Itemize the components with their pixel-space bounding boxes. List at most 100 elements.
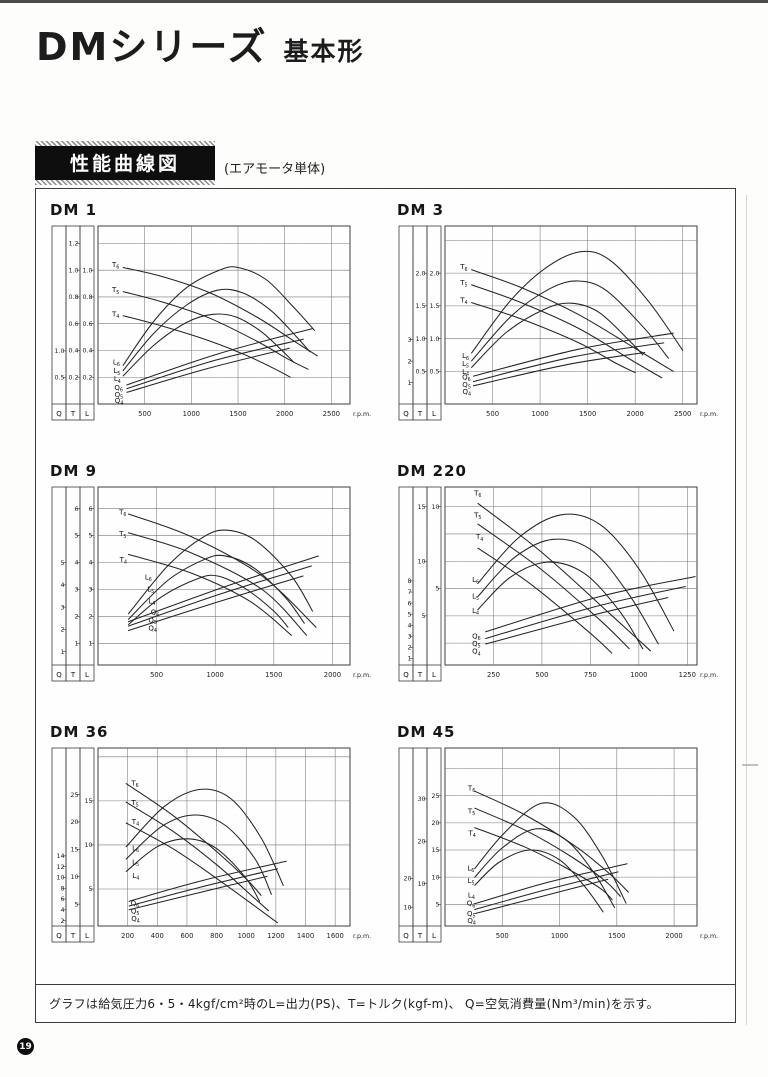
svg-text:1000: 1000 xyxy=(183,410,200,418)
svg-text:T5: T5 xyxy=(130,799,138,809)
svg-text:T5: T5 xyxy=(467,808,475,818)
chart-title-dm9: DM 9 xyxy=(50,462,98,480)
svg-text:L6: L6 xyxy=(145,573,152,583)
svg-text:Q: Q xyxy=(56,932,62,940)
svg-text:Q4: Q4 xyxy=(148,624,157,634)
svg-text:3: 3 xyxy=(407,337,411,344)
svg-text:250: 250 xyxy=(487,671,500,679)
svg-text:2: 2 xyxy=(407,358,411,365)
svg-text:2000: 2000 xyxy=(276,410,293,418)
svg-text:L4: L4 xyxy=(132,872,139,882)
svg-text:15: 15 xyxy=(70,847,78,854)
svg-text:2000: 2000 xyxy=(627,410,644,418)
svg-text:L: L xyxy=(432,671,436,679)
chart-panel-dm1: DM 1 0.5 1.0 Q 0.2 0.4 0.6 0.8 1.0 1.2 T 0.2 0.4 0.6… xyxy=(44,195,387,456)
svg-text:Q6: Q6 xyxy=(467,900,476,910)
svg-text:1: 1 xyxy=(74,641,78,648)
svg-text:2.0: 2.0 xyxy=(429,270,439,277)
svg-text:T5: T5 xyxy=(111,286,119,296)
svg-text:L6: L6 xyxy=(113,359,120,369)
charts-frame: DM 1 0.5 1.0 Q 0.2 0.4 0.6 0.8 1.0 1.2 T 0.2 0.4 0.6… xyxy=(35,188,736,1023)
svg-text:2: 2 xyxy=(74,614,78,621)
svg-text:2: 2 xyxy=(88,614,92,621)
svg-text:1.0: 1.0 xyxy=(429,336,439,343)
svg-text:1000: 1000 xyxy=(630,671,647,679)
section-header: 性能曲線図 xyxy=(35,141,215,185)
svg-text:Q: Q xyxy=(403,932,409,940)
svg-text:L: L xyxy=(432,410,436,418)
svg-text:L5: L5 xyxy=(472,592,479,602)
charts-grid: DM 1 0.5 1.0 Q 0.2 0.4 0.6 0.8 1.0 1.2 T 0.2 0.4 0.6… xyxy=(36,189,735,984)
svg-text:30: 30 xyxy=(417,796,425,803)
svg-text:6: 6 xyxy=(407,600,411,607)
svg-text:L5: L5 xyxy=(113,367,120,377)
svg-text:Q4: Q4 xyxy=(131,915,140,925)
svg-text:2: 2 xyxy=(407,645,411,652)
svg-text:Q4: Q4 xyxy=(467,917,476,927)
svg-text:1: 1 xyxy=(88,641,92,648)
svg-text:T: T xyxy=(70,410,76,418)
margin-mark xyxy=(742,764,758,766)
svg-text:2000: 2000 xyxy=(665,932,682,940)
svg-text:200: 200 xyxy=(121,932,134,940)
svg-text:20: 20 xyxy=(417,838,425,845)
svg-text:T5: T5 xyxy=(473,511,481,521)
svg-text:T4: T4 xyxy=(467,830,475,840)
svg-text:T: T xyxy=(417,410,423,418)
svg-text:20: 20 xyxy=(431,820,439,827)
svg-text:25: 25 xyxy=(431,793,439,800)
section-badge: 性能曲線図 xyxy=(35,146,215,180)
svg-text:T6: T6 xyxy=(118,509,126,519)
svg-text:10: 10 xyxy=(431,504,439,511)
svg-text:0.4: 0.4 xyxy=(82,348,92,355)
svg-text:2: 2 xyxy=(60,918,64,925)
svg-text:2500: 2500 xyxy=(674,410,691,418)
svg-text:3: 3 xyxy=(74,587,78,594)
svg-text:500: 500 xyxy=(496,932,509,940)
svg-text:Q6: Q6 xyxy=(131,899,140,909)
svg-text:12: 12 xyxy=(56,864,64,871)
svg-text:15: 15 xyxy=(431,847,439,854)
page-number-badge: 19 xyxy=(17,1038,34,1055)
svg-text:1500: 1500 xyxy=(229,410,246,418)
svg-text:1: 1 xyxy=(407,656,411,663)
svg-text:1200: 1200 xyxy=(267,932,284,940)
svg-text:1.0: 1.0 xyxy=(82,267,92,274)
svg-text:1500: 1500 xyxy=(265,671,282,679)
svg-text:T: T xyxy=(417,932,423,940)
svg-text:L6: L6 xyxy=(467,864,474,874)
svg-text:3: 3 xyxy=(60,604,64,611)
svg-text:T6: T6 xyxy=(130,780,138,790)
svg-text:Q4: Q4 xyxy=(472,648,481,658)
svg-text:500: 500 xyxy=(535,671,548,679)
svg-text:T: T xyxy=(417,671,423,679)
chart-canvas-dm3: 1 2 3 Q 0.5 1.0 1.5 2.0 T 0.5 1.0 1.5 2.0 L 500 1000 150… xyxy=(398,225,718,421)
chart-title-dm3: DM 3 xyxy=(397,201,445,219)
svg-text:Q6: Q6 xyxy=(114,384,123,394)
svg-text:T4: T4 xyxy=(119,556,127,566)
svg-text:L: L xyxy=(85,671,89,679)
svg-text:L6: L6 xyxy=(132,844,139,854)
svg-text:4: 4 xyxy=(88,560,92,567)
svg-text:L4: L4 xyxy=(468,892,475,902)
svg-text:8: 8 xyxy=(407,578,411,585)
svg-text:2000: 2000 xyxy=(324,671,341,679)
svg-text:10: 10 xyxy=(431,874,439,881)
svg-text:1250: 1250 xyxy=(679,671,696,679)
section-note: (エアモータ単体) xyxy=(224,162,326,177)
svg-text:400: 400 xyxy=(151,932,164,940)
svg-text:14: 14 xyxy=(56,853,64,860)
svg-text:4: 4 xyxy=(74,560,78,567)
series-subtitle: 基本形 xyxy=(283,37,365,66)
svg-text:0.2: 0.2 xyxy=(82,374,92,381)
svg-text:0.8: 0.8 xyxy=(82,294,92,301)
svg-text:L: L xyxy=(432,932,436,940)
chart-panel-dm220: DM 220 1 2 3 4 5 6 7 8 Q 5 10 15 T 5 10 L 250 500 750 1000 1… xyxy=(391,456,734,717)
svg-text:10: 10 xyxy=(417,558,425,565)
svg-text:1400: 1400 xyxy=(297,932,314,940)
svg-text:T6: T6 xyxy=(473,490,481,500)
svg-text:1.0: 1.0 xyxy=(415,336,425,343)
svg-text:1.2: 1.2 xyxy=(68,241,78,248)
svg-text:T4: T4 xyxy=(111,310,119,320)
